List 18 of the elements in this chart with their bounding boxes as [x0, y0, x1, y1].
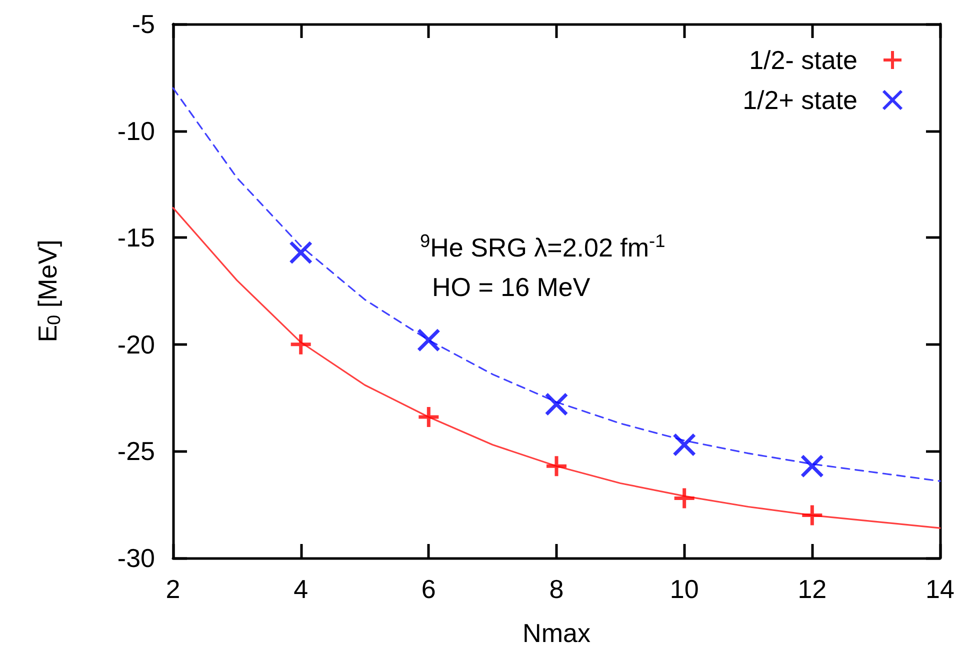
x-tick-label: 4 — [294, 574, 308, 604]
y-tick-label: -10 — [117, 116, 155, 146]
legend-label: 1/2- state — [749, 45, 858, 75]
x-tick-label: 14 — [926, 574, 954, 604]
y-tick-label: -25 — [117, 436, 155, 466]
x-tick-label: 10 — [670, 574, 699, 604]
x-tick-label: 12 — [798, 574, 827, 604]
y-tick-label: -15 — [117, 222, 155, 253]
y-tick-label: -30 — [117, 543, 155, 573]
y-axis-title: E0 [MeV] — [32, 240, 64, 342]
x-tick-label: 8 — [549, 574, 564, 604]
legend-label: 1/2+ state — [742, 85, 858, 115]
y-tick-label: -5 — [132, 9, 155, 39]
x-tick-label: 6 — [421, 574, 436, 604]
y-tick-label: -20 — [117, 329, 155, 360]
annotation: HO = 16 MeV — [432, 272, 591, 302]
x-tick-label: 2 — [166, 574, 180, 604]
x-axis-title: Nmax — [522, 618, 590, 648]
